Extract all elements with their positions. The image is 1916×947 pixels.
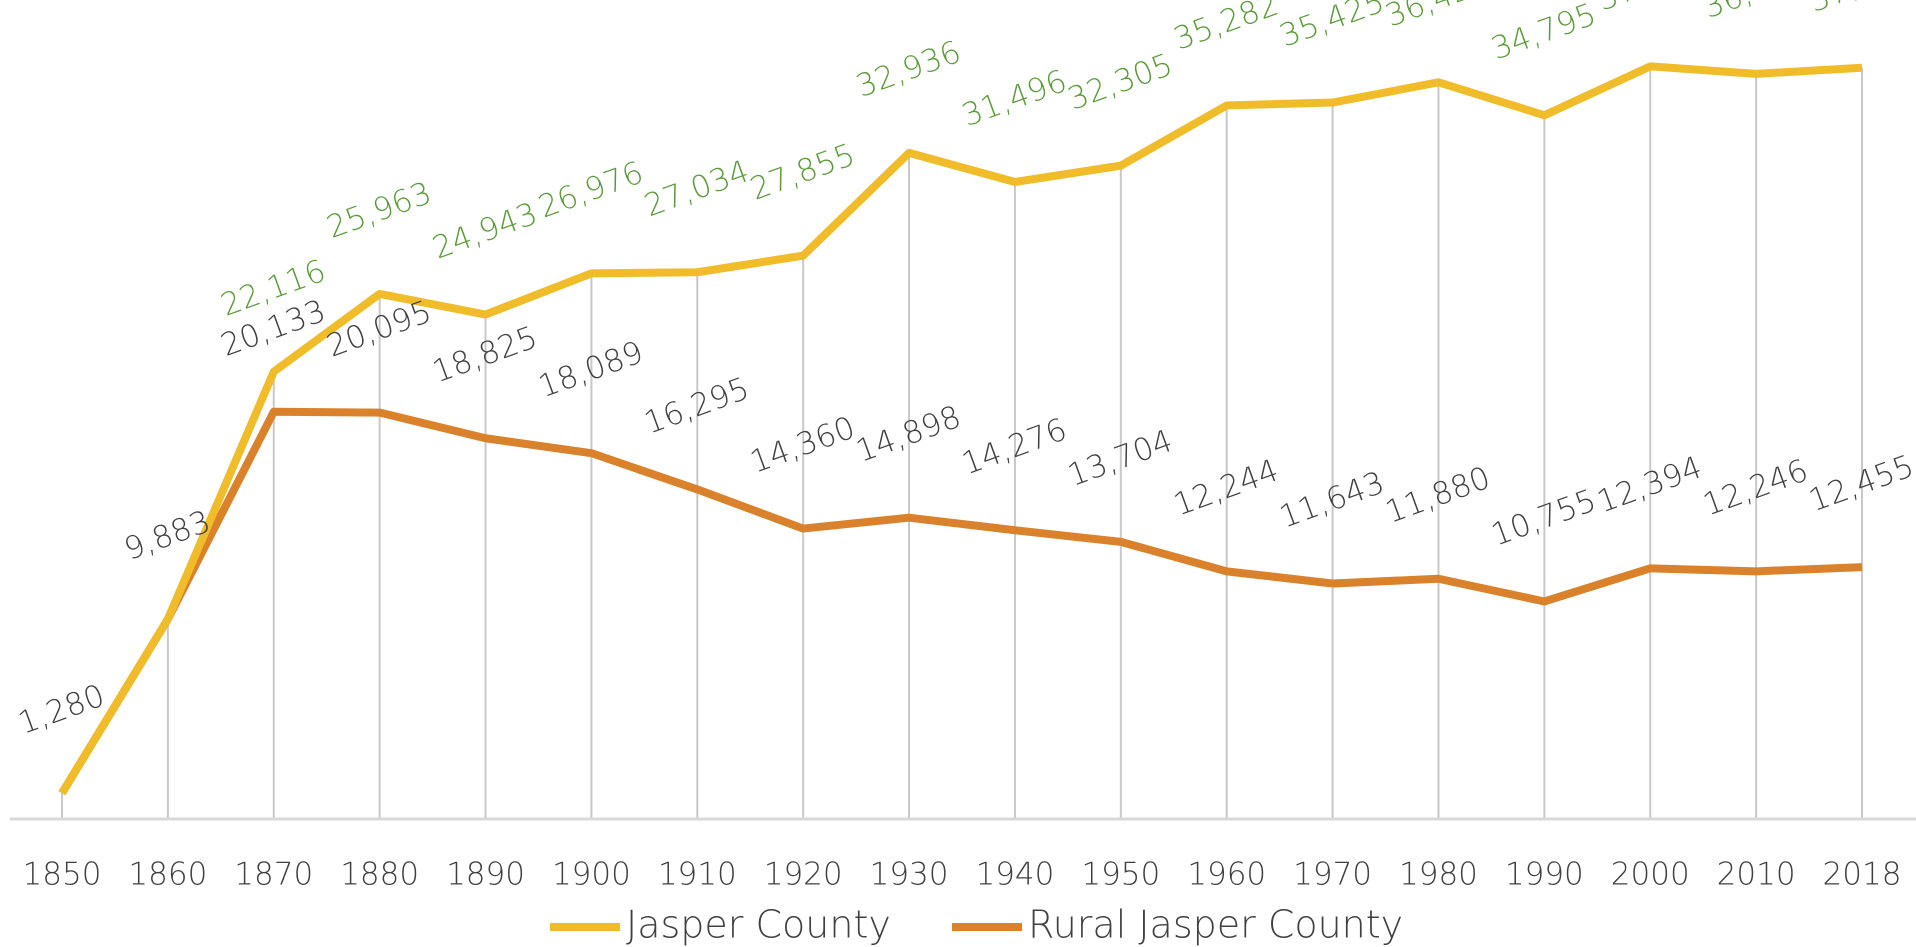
- series-line: [58, 62, 1863, 796]
- x-tick-label: 1920: [764, 857, 843, 893]
- data-label: 26,976: [534, 155, 648, 226]
- data-label: 27,034: [640, 153, 754, 224]
- data-label: 25,963: [322, 175, 436, 246]
- x-tick-label: 1880: [340, 857, 419, 893]
- x-tick-label: 1890: [446, 857, 525, 893]
- legend-label: Jasper County: [626, 903, 891, 947]
- x-tick-label: 1930: [870, 857, 949, 893]
- data-label: 34,795: [1487, 0, 1601, 67]
- x-tick-label: 1850: [23, 857, 102, 893]
- data-label: 32,936: [851, 34, 965, 105]
- data-label: 37,147: [1804, 0, 1916, 20]
- x-tick-label: 1910: [658, 857, 737, 893]
- legend-label: Rural Jasper County: [1028, 903, 1403, 947]
- x-tick-label: 1860: [128, 857, 207, 893]
- data-label: 36,425: [1381, 0, 1495, 34]
- data-label: 35,282: [1169, 0, 1283, 57]
- data-label: 36,842: [1698, 0, 1812, 26]
- x-tick-label: 1900: [552, 857, 631, 893]
- x-tick-label: 2000: [1611, 857, 1690, 893]
- x-tick-label: 2010: [1717, 857, 1796, 893]
- x-tick-label: 1940: [975, 857, 1054, 893]
- x-tick-label: 1980: [1399, 857, 1478, 893]
- data-label: 35,425: [1275, 0, 1389, 55]
- data-label: 24,943: [428, 196, 542, 267]
- data-label: 12,455: [1804, 448, 1916, 519]
- data-label: 32,305: [1063, 47, 1177, 118]
- x-tick-label: 1990: [1505, 857, 1584, 893]
- x-tick-label: 1960: [1187, 857, 1266, 893]
- data-label: 27,855: [746, 137, 860, 208]
- x-tick-label: 1950: [1081, 857, 1160, 893]
- x-tick-label: 1870: [234, 857, 313, 893]
- data-label: 31,496: [957, 63, 1071, 134]
- x-tick-label: 2018: [1823, 857, 1902, 893]
- series-line: [58, 407, 1863, 796]
- x-tick-label: 1970: [1293, 857, 1372, 893]
- data-label: 37,213: [1593, 0, 1707, 18]
